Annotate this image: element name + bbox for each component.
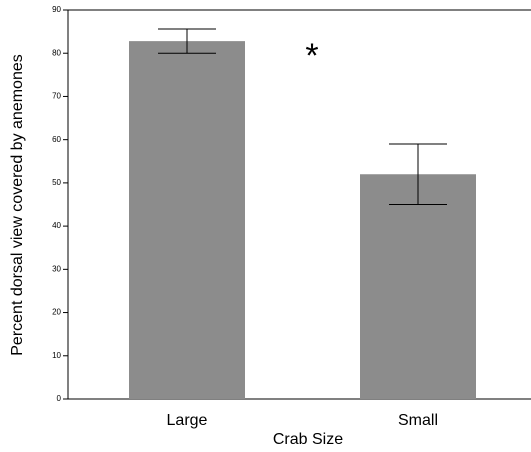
y-tick-label: 10 <box>52 351 61 360</box>
annotation: * <box>305 37 318 75</box>
x-tick-label: Large <box>167 412 208 429</box>
y-axis-label: Percent dorsal view covered by anemones <box>9 54 26 356</box>
y-tick-label: 80 <box>52 48 61 57</box>
y-tick-label: 50 <box>52 178 61 187</box>
y-tick-label: 60 <box>52 135 61 144</box>
y-tick-label: 90 <box>52 5 61 14</box>
bar <box>360 174 476 399</box>
y-tick-label: 30 <box>52 264 61 273</box>
x-tick-label: Small <box>398 412 438 429</box>
y-tick-label: 0 <box>57 394 62 403</box>
x-axis-label: Crab Size <box>273 431 343 448</box>
y-tick-label: 20 <box>52 308 61 317</box>
bar <box>129 41 245 400</box>
y-tick-label: 40 <box>52 221 61 230</box>
y-tick-label: 70 <box>52 92 61 101</box>
